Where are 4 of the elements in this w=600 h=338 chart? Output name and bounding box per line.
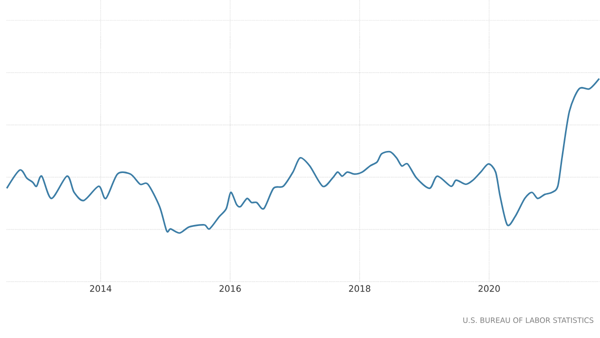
x-tick-label: 2018 [349, 285, 370, 292]
x-tick-label: 2020 [478, 285, 500, 292]
x-tick-label: 2016 [220, 285, 241, 292]
x-tick-label: 2014 [90, 285, 112, 292]
